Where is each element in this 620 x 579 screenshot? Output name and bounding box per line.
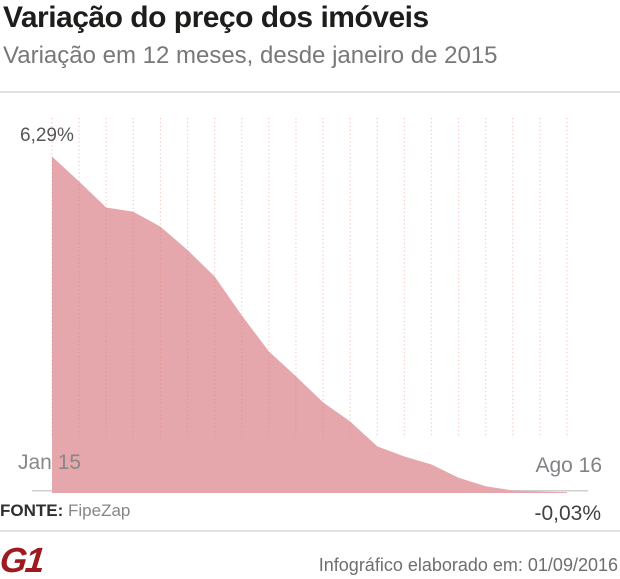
source-label: FONTE: — [0, 501, 64, 520]
source-row: FONTE: FipeZap — [0, 501, 130, 521]
footer-divider — [0, 530, 620, 532]
area-series-fill — [52, 156, 567, 493]
vertical-gridlines — [51, 118, 568, 438]
end-value-label: -0,03% — [534, 502, 601, 525]
x-axis-start-label: Jan 15 — [18, 451, 82, 474]
x-axis-end-label: Ago 16 — [535, 454, 602, 477]
credit-text: Infográfico elaborado em: 01/09/2016 — [318, 555, 618, 575]
header-divider — [0, 91, 620, 93]
page-subtitle: Variação em 12 meses, desde janeiro de 2… — [3, 42, 498, 69]
start-value-label: 6,29% — [20, 125, 74, 146]
page-title: Variação do preço dos imóveis — [3, 1, 429, 34]
g1-logo[interactable]: G1 — [0, 541, 45, 579]
source-value: FipeZap — [68, 501, 131, 520]
